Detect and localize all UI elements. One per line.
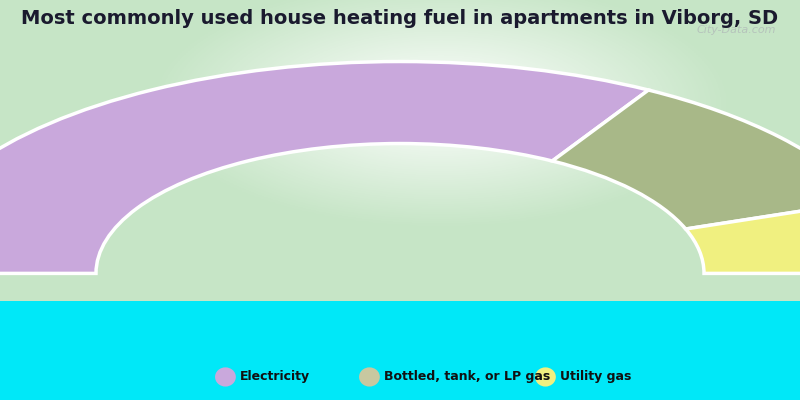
Text: Bottled, tank, or LP gas: Bottled, tank, or LP gas — [384, 370, 550, 384]
Ellipse shape — [215, 367, 236, 386]
Wedge shape — [0, 62, 649, 273]
Ellipse shape — [359, 367, 380, 386]
Text: Utility gas: Utility gas — [560, 370, 631, 384]
Text: Most commonly used house heating fuel in apartments in Viborg, SD: Most commonly used house heating fuel in… — [22, 8, 778, 28]
Ellipse shape — [535, 367, 556, 386]
Text: City-Data.com: City-Data.com — [697, 25, 776, 35]
Wedge shape — [686, 201, 800, 273]
Text: Electricity: Electricity — [240, 370, 310, 384]
Wedge shape — [552, 90, 800, 229]
